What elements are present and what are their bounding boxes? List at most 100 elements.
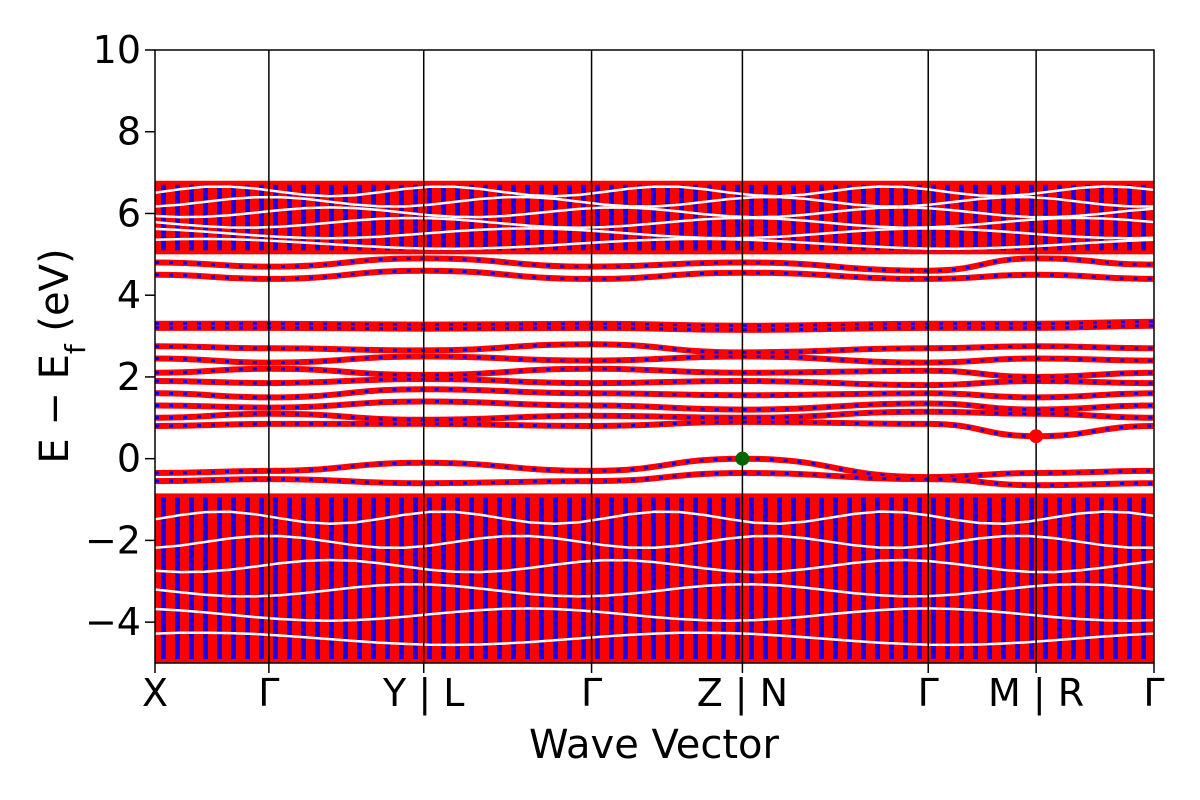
band-stripe xyxy=(721,497,726,659)
band-gap-line xyxy=(154,195,1155,208)
band-gap-line xyxy=(154,582,1155,598)
band-stripe xyxy=(763,497,768,659)
band-stripe xyxy=(553,497,558,659)
band-stripe xyxy=(441,184,446,251)
band-stripe xyxy=(791,497,796,659)
band-line-spin-up xyxy=(154,455,1155,481)
band-line-spin-up xyxy=(154,267,1155,282)
y-tick-label: 8 xyxy=(117,110,141,154)
band-stripe xyxy=(357,497,362,659)
band-stripe xyxy=(1099,497,1104,659)
band-line-spin-up xyxy=(154,418,1155,440)
band-stripe xyxy=(399,497,404,659)
band-gap-line xyxy=(154,607,1155,622)
band-stripe xyxy=(273,184,278,251)
y-axis-ticks: 10 8 6 4 2 0 −2 −4 xyxy=(85,28,155,644)
band-stripe xyxy=(973,184,978,251)
band-stripe xyxy=(1057,497,1062,659)
band-stripe xyxy=(735,497,740,659)
band-line-spin-down xyxy=(154,367,1155,379)
band-stripe xyxy=(749,497,754,659)
band-stripe xyxy=(539,497,544,659)
y-axis-title-main: E − E xyxy=(32,354,78,464)
band-stripe xyxy=(791,184,796,251)
band-stripe xyxy=(231,184,236,251)
band-stripe xyxy=(805,497,810,659)
x-tick-label: Γ xyxy=(258,671,279,715)
band-stripe xyxy=(903,184,908,251)
band-stripe xyxy=(259,184,264,251)
band-line-spin-up xyxy=(154,353,1155,366)
band-stripe xyxy=(623,184,628,251)
band-stripe xyxy=(959,497,964,659)
y-axis-title: E − Ef (eV) xyxy=(32,248,92,463)
band-stripe xyxy=(917,184,922,251)
band-line-spin-up xyxy=(154,398,1155,413)
band-stripe xyxy=(665,184,670,251)
band-line-spin-down xyxy=(154,410,1155,422)
cbm-marker xyxy=(1029,429,1044,444)
band-gap-line xyxy=(154,227,1155,240)
band-stripe xyxy=(973,497,978,659)
band-stripe xyxy=(987,184,992,251)
band-stripe xyxy=(287,497,292,659)
band-stripe xyxy=(651,497,656,659)
band-stripe xyxy=(819,497,824,659)
band-stripe xyxy=(903,497,908,659)
band-stripe xyxy=(875,184,880,251)
band-stripe xyxy=(595,184,600,251)
band-edge-markers xyxy=(735,429,1044,466)
band-stripe xyxy=(315,184,320,251)
band-stripe xyxy=(931,184,936,251)
band-stripe xyxy=(553,184,558,251)
band-stripe xyxy=(1001,497,1006,659)
band-stripe xyxy=(833,184,838,251)
band-line-spin-down xyxy=(154,269,1155,281)
band-stripe xyxy=(861,497,866,659)
band-line-spin-down xyxy=(154,457,1155,479)
band-stripe xyxy=(469,497,474,659)
x-tick-label: Γ xyxy=(581,671,602,715)
x-tick-label: M | R xyxy=(988,671,1084,716)
band-line-spin-up xyxy=(154,375,1155,389)
band-stripe xyxy=(637,497,642,659)
band-stripe xyxy=(301,497,306,659)
band-stripe xyxy=(231,497,236,659)
y-axis-title-unit: (eV) xyxy=(32,248,78,344)
band-stripe xyxy=(385,497,390,659)
y-axis-title-sub: f xyxy=(59,343,92,354)
band-stripe xyxy=(1141,184,1146,251)
band-stripe xyxy=(329,184,334,251)
y-tick-label: −2 xyxy=(85,518,141,562)
band-stripe xyxy=(931,497,936,659)
band-stripe xyxy=(987,497,992,659)
band-stripe xyxy=(1127,497,1132,659)
band-stripe xyxy=(861,184,866,251)
band-stripe xyxy=(497,184,502,251)
x-tick-label: Γ xyxy=(1143,671,1164,715)
band-stripe xyxy=(889,184,894,251)
band-line-spin-down xyxy=(155,324,1155,332)
band-stripe xyxy=(679,497,684,659)
band-line-spin-down xyxy=(154,256,1155,273)
band-stripe xyxy=(525,184,530,251)
band-stripe xyxy=(693,497,698,659)
band-gap-line xyxy=(154,185,1155,198)
band-stripe xyxy=(483,497,488,659)
band-line-spin-up xyxy=(154,408,1155,423)
band-gap-line xyxy=(154,510,1155,526)
band-stripe xyxy=(245,497,250,659)
band-stripe xyxy=(525,497,530,659)
x-tick-label: Z | N xyxy=(697,671,788,716)
band-stripe xyxy=(427,497,432,659)
band-line-spin-up xyxy=(154,341,1155,356)
band-stripe xyxy=(707,497,712,659)
band-stripe xyxy=(651,184,656,251)
band-stripe xyxy=(273,497,278,659)
band-stripe xyxy=(581,497,586,659)
band-stripe xyxy=(371,497,376,659)
band-gap-line xyxy=(154,237,1155,250)
band-line-spin-down xyxy=(154,354,1155,365)
band-stripe xyxy=(245,184,250,251)
